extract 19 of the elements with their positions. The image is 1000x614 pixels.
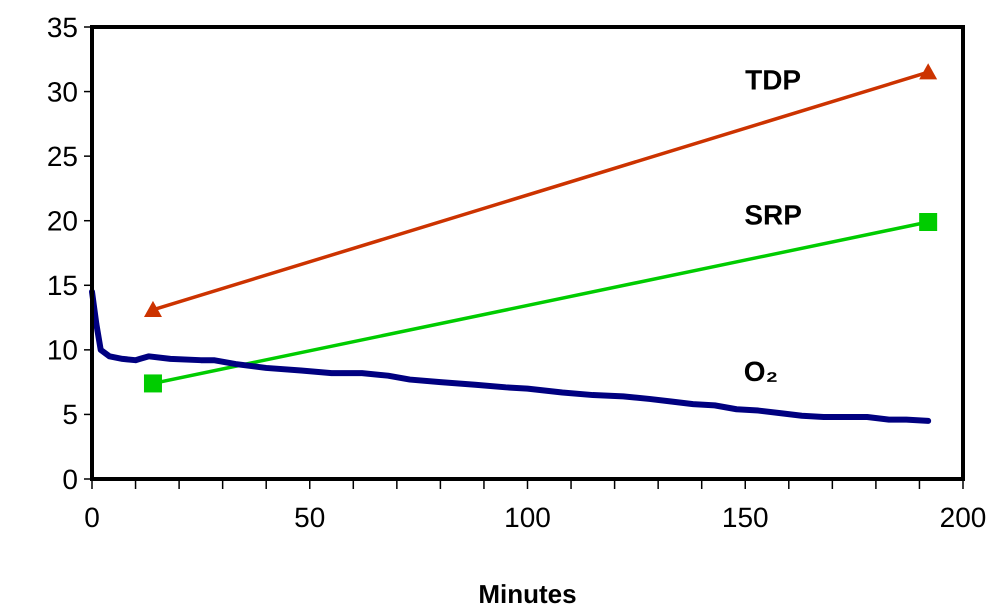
y-tick-label: 10: [46, 334, 78, 366]
y-tick-label: 35: [46, 12, 78, 43]
series-label: TDP: [745, 64, 802, 96]
y-tick-label: 5: [62, 399, 78, 430]
x-tick-label: 50: [294, 502, 326, 533]
y-tick-label: 0: [62, 464, 78, 495]
x-tick-label: 0: [84, 502, 100, 533]
y-tick-label: 25: [46, 140, 78, 172]
x-tick-label: 200: [940, 502, 986, 533]
point: [144, 374, 162, 392]
series-label: SRP: [744, 199, 802, 230]
x-tick-label: 100: [504, 502, 551, 533]
y-tick-label: 30: [46, 76, 78, 108]
x-axis-title: Minutes: [478, 579, 577, 609]
point: [919, 213, 938, 232]
x-tick-label: 150: [722, 502, 769, 533]
y-tick-label: 15: [46, 270, 78, 302]
y-tick-label: 20: [46, 206, 78, 237]
series-label: O₂: [744, 356, 778, 387]
